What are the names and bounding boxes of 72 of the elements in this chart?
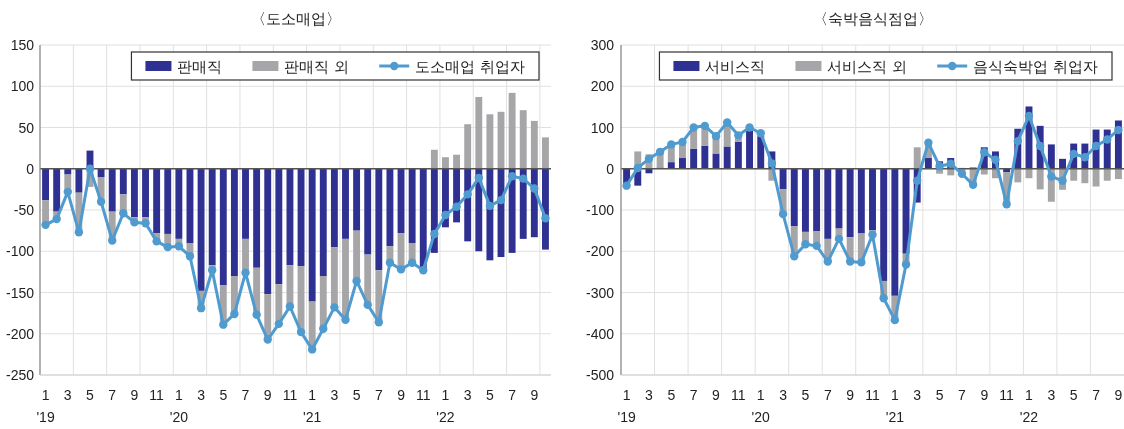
y-tick-label: 200 [590,78,615,95]
y-tick-label: -400 [585,325,615,342]
legend-label: 도소매업 취업자 [415,57,525,76]
x-tick-label: 1 '21 [885,387,905,425]
y-tick-label: 50 [18,119,35,136]
chart-title: 〈숙박음식점업〉 [812,10,933,28]
x-tick-label: 11 [282,387,298,403]
x-tick-label: 1 '20 [169,387,189,425]
x-tick-label: 5 [801,387,810,403]
x-tick-label: 5 [486,387,494,403]
y-tick-label: 0 [606,160,615,177]
y-tick-label: -50 [13,202,35,218]
x-tick-label: 9 [712,387,721,403]
x-tick-label: 11 [415,387,431,403]
chart-title: 〈도소매업〉 [250,10,341,28]
x-tick-label: 7 [1092,387,1101,403]
x-tick-label: 5 [1069,387,1078,403]
x-tick-label: 3 [779,387,788,403]
x-tick-label: 3 [913,387,922,403]
x-tick-label: 9 [130,387,139,403]
x-tick-label: 3 [197,387,206,403]
y-tick-label: 100 [10,78,35,95]
x-tick-label: 7 [374,387,383,403]
y-tick-label: -250 [5,367,35,383]
x-tick-label: 1 '22 [1019,387,1039,425]
x-tick-label: 7 [689,387,698,403]
y-tick-label: 300 [590,37,615,53]
y-tick-label: -150 [5,284,35,301]
x-tick-label: 9 [530,387,539,403]
x-tick-label: 1 '19 [36,387,55,425]
x-tick-label: 7 [958,387,967,403]
x-tick-label: 3 [645,387,654,403]
legend-label: 음식숙박업 취업자 [973,57,1098,76]
y-tick-label: -300 [585,284,615,301]
x-tick-label: 3 [463,387,472,403]
y-tick-label: 150 [10,37,35,53]
x-tick-label: 5 [667,387,676,403]
y-tick-label: -500 [585,367,615,383]
x-tick-label: 9 [397,387,406,403]
y-tick-label: 0 [26,160,35,177]
x-tick-label: 5 [86,387,95,403]
x-tick-label: 5 [352,387,361,403]
x-tick-label: 3 [330,387,339,403]
x-tick-label: 11 [999,387,1015,403]
x-tick-label: 3 [63,387,72,403]
y-tick-label: -200 [585,243,615,260]
x-tick-label: 3 [1047,387,1056,403]
y-tick-label: -200 [5,325,35,342]
legend-label: 서비스직 외 [827,57,908,76]
x-tick-label: 1 '21 [303,387,322,425]
y-tick-label: -100 [585,202,615,218]
x-tick-label: 11 [731,387,746,403]
x-tick-label: 11 [865,387,880,403]
x-tick-label: 7 [241,387,250,403]
y-tick-label: -100 [5,243,35,260]
legend-label: 서비스직 [705,57,766,76]
x-tick-label: 1 '19 [617,387,636,425]
x-tick-label: 7 [823,387,832,403]
x-tick-label: 9 [846,387,855,403]
y-tick-label: 100 [590,119,615,136]
x-tick-label: 5 [935,387,944,403]
x-tick-label: 5 [219,387,228,403]
x-tick-label: 11 [149,387,165,403]
legend-label: 판매직 외 [284,57,350,76]
x-tick-label: 7 [108,387,117,403]
x-tick-label: 9 [1114,387,1123,403]
x-tick-label: 7 [508,387,517,403]
x-tick-label: 9 [263,387,272,403]
x-tick-label: 1 '20 [751,387,771,425]
legend-label: 판매직 [177,57,223,76]
x-tick-label: 9 [980,387,989,403]
x-tick-label: 1 '22 [436,387,455,425]
